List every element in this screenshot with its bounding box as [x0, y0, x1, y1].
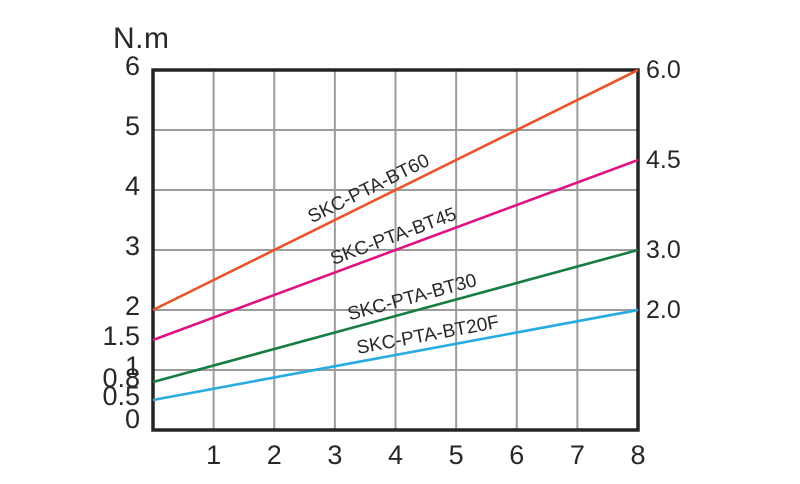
- x-tick-label-8: 8: [630, 440, 645, 470]
- right-axis-value-2.0: 2.0: [646, 296, 681, 324]
- y-tick-label-0: 0: [125, 404, 140, 434]
- series-line-skc-pta-bt60: [152, 68, 639, 312]
- x-tick-label-4: 4: [388, 440, 403, 470]
- series-line-skc-pta-bt20f: [152, 308, 639, 402]
- series-line-skc-pta-bt30: [152, 248, 639, 384]
- y-tick-label-2: 2: [125, 291, 140, 321]
- x-tick-label-5: 5: [449, 440, 464, 470]
- x-tick-label-3: 3: [327, 440, 342, 470]
- y-tick-label-3: 3: [125, 231, 140, 261]
- x-tick-label-1: 1: [206, 440, 221, 470]
- y-tick-label-0.5: 0.5: [102, 381, 140, 411]
- x-tick-label-6: 6: [509, 440, 524, 470]
- right-axis-value-3.0: 3.0: [646, 236, 681, 264]
- y-tick-label-0.8: 0.8: [102, 363, 140, 393]
- x-tick-label-2: 2: [267, 440, 282, 470]
- series-label-skc-pta-bt20f: SKC-PTA-BT20F: [355, 312, 501, 359]
- y-tick-label-4: 4: [125, 171, 140, 201]
- right-axis-value-6.0: 6.0: [646, 56, 681, 84]
- x-tick-label-7: 7: [570, 440, 585, 470]
- y-tick-label-1: 1: [125, 351, 140, 381]
- y-tick-label-5: 5: [125, 111, 140, 141]
- series-line-skc-pta-bt45: [152, 158, 639, 342]
- right-axis-value-4.5: 4.5: [646, 146, 681, 174]
- y-tick-label-1.5: 1.5: [102, 321, 140, 351]
- y-axis-unit-label: N.m: [113, 22, 170, 55]
- y-tick-label-6: 6: [125, 51, 140, 81]
